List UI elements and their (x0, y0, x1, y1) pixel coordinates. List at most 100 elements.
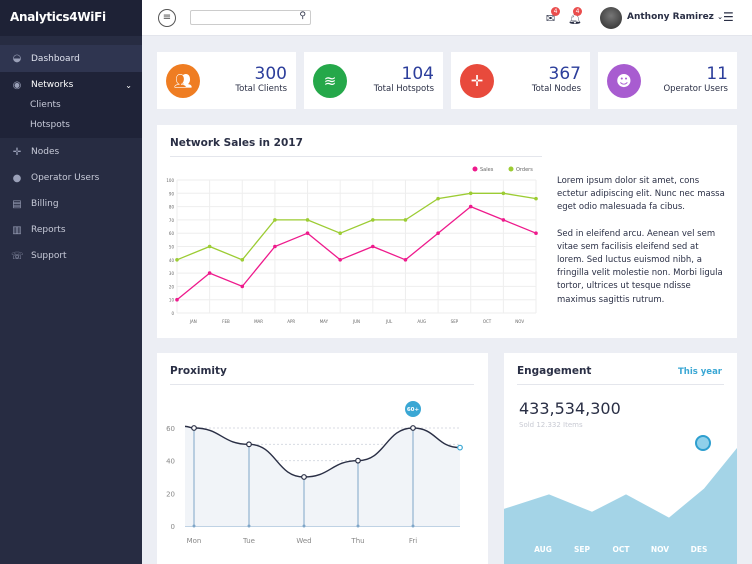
proximity-chart: 0 20 40 60 Mon Tue Wed Thu Fri 60+ (166, 401, 463, 545)
sidebar-item-label: Nodes (31, 147, 60, 157)
x-tick-label: AUG (417, 319, 426, 324)
mail-icon[interactable]: ✉ 4 (546, 7, 560, 25)
wifi-icon: ◉ (12, 79, 22, 91)
x-tick-label: MAY (320, 319, 329, 324)
notification-badge: 4 (573, 7, 582, 16)
y-tick-label: 100 (166, 178, 174, 183)
user-menu[interactable]: Anthony Ramirez ⌄ (627, 12, 723, 22)
period-selector[interactable]: This year (677, 367, 722, 377)
data-point (501, 191, 506, 196)
proximity-card: Proximity 0 20 40 60 Mon Tue Wed Thu Fri 60+ (157, 353, 488, 564)
avatar[interactable] (600, 7, 622, 29)
billing-icon: ▤ (12, 198, 22, 210)
menu-toggle-icon[interactable]: ≡ (158, 9, 176, 27)
y-tick-label: 0 (171, 311, 174, 316)
area-fill (504, 448, 737, 564)
stat-card-clients: 👥︎ 300 Total Clients (157, 52, 296, 109)
sidebar-item-label: Operator Users (31, 173, 100, 183)
sidebar-item-networks[interactable]: ◉ Networks ⌄ (0, 72, 142, 98)
settings-sliders-icon[interactable]: ☰ (723, 10, 734, 24)
y-tick-label: 40 (169, 258, 175, 263)
paragraph: Sed in eleifend arcu. Aenean vel sem vit… (557, 228, 723, 305)
sidebar-item-label: Reports (31, 225, 66, 235)
y-tick-label: 10 (169, 298, 175, 303)
reports-icon: ▥ (12, 224, 22, 236)
sidebar-item-label: Dashboard (31, 53, 80, 64)
area-fill (185, 426, 460, 526)
card-title: Proximity (170, 365, 227, 377)
users-icon: 👥︎ (166, 64, 200, 98)
stat-value: 11 (706, 64, 728, 84)
stat-label: Total Clients (235, 84, 287, 94)
engagement-subtext: Sold 12.332 Items (519, 421, 583, 429)
x-tick-label: MAR (254, 319, 263, 324)
axis-dot (302, 524, 306, 528)
user-name: Anthony Ramirez (627, 12, 714, 22)
nodes-icon: ✛ (460, 64, 494, 98)
dashboard-icon: ◒ (12, 53, 22, 64)
stat-label: Total Nodes (531, 84, 581, 94)
networks-submenu (0, 72, 142, 138)
legend-marker (472, 166, 478, 172)
data-point (207, 244, 212, 249)
nodes-icon: ✛ (12, 146, 22, 158)
data-point (457, 444, 463, 451)
data-point (436, 231, 440, 235)
y-tick-label: 30 (169, 271, 175, 276)
sidebar-item-nodes[interactable]: ✛ Nodes (0, 144, 142, 160)
sidebar-item-reports[interactable]: ▥ Reports (0, 222, 142, 238)
sidebar-item-support[interactable]: ☏ Support (0, 248, 142, 264)
sidebar-subitem-hotspots[interactable]: Hotspots (30, 120, 70, 130)
data-point (207, 271, 212, 275)
bell-icon[interactable]: 🔔︎ 4 (568, 7, 582, 25)
data-point (468, 191, 473, 196)
network-sales-card: Network Sales in 2017 0 10 20 30 40 50 60 70 80 9… (157, 125, 737, 338)
series-line-orders (176, 192, 537, 261)
legend-label: Sales (480, 167, 494, 173)
data-point (305, 218, 310, 222)
data-point (371, 244, 375, 249)
stat-card-nodes: ✛ 367 Total Nodes (451, 52, 590, 109)
x-tick-label: JAN (189, 319, 197, 324)
sales-chart: 0 10 20 30 40 50 60 70 80 90 100 JAN FEB MAR APR MAY JUN… (166, 166, 538, 324)
series-line-sales (176, 205, 537, 301)
data-point (410, 425, 416, 431)
x-tick-label: Mon (187, 537, 202, 545)
card-title: Network Sales in 2017 (170, 137, 303, 149)
logo: Analytics4WiFi (0, 0, 142, 36)
tooltip-label: 60+ (407, 407, 420, 413)
divider (170, 384, 474, 385)
wifi-icon: ≋ (313, 64, 347, 98)
stat-label: Total Hotspots (373, 84, 434, 94)
axis-dot (192, 524, 196, 528)
sidebar-subitem-clients[interactable]: Clients (30, 100, 61, 110)
x-tick-label: NOV (651, 545, 669, 554)
tooltip-bubble (405, 401, 421, 417)
x-tick-label: JUN (352, 319, 360, 324)
sidebar-item-label: Networks (31, 80, 74, 90)
top-header: ≡ ⚲ ✉ 4 🔔︎ 4 Anthony Ramirez ⌄ ☰ (142, 0, 752, 36)
y-tick-label: 0 (171, 523, 175, 531)
stat-card-hotspots: ≋ 104 Total Hotspots (304, 52, 443, 109)
stat-label: Operator Users (663, 84, 728, 94)
axis-dot (247, 524, 251, 528)
y-tick-label: 70 (169, 218, 175, 223)
data-point (403, 218, 408, 222)
search-icon[interactable]: ⚲ (299, 11, 306, 21)
y-tick-label: 80 (169, 205, 175, 210)
legend-marker (508, 166, 514, 172)
data-point (534, 196, 538, 201)
paragraph: Lorem ipsum dolor sit amet, cons ectetur… (557, 176, 725, 213)
data-point (191, 425, 197, 431)
data-point (468, 204, 473, 209)
engagement-chart: AUG SEP OCT NOV DES (504, 426, 737, 564)
user-icon: ● (12, 172, 22, 184)
data-point (403, 258, 408, 262)
data-point (501, 218, 506, 222)
sidebar-item-dashboard[interactable]: ◒ Dashboard (0, 45, 142, 72)
y-tick-label: 40 (166, 458, 175, 466)
sidebar-item-operator-users[interactable]: ● Operator Users (0, 170, 142, 186)
search-input[interactable]: ⚲ (190, 10, 311, 25)
sidebar-item-billing[interactable]: ▤ Billing (0, 196, 142, 212)
x-tick-label: OCT (483, 319, 492, 324)
